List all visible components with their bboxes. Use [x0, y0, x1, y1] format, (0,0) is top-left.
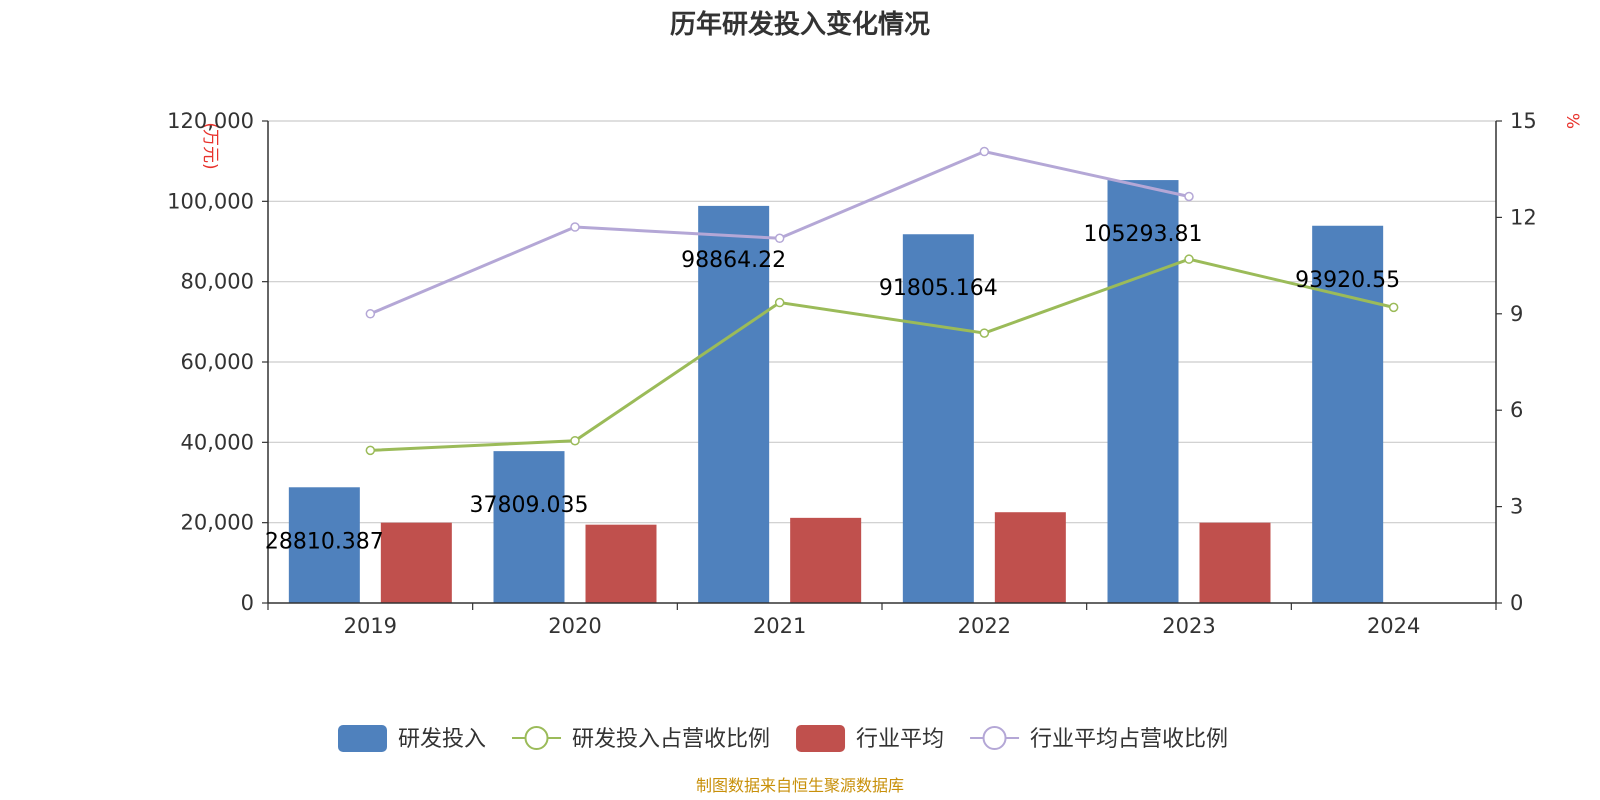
axes: 0 20,000 40,000 60,000 80,000 100,000 120,000 0… [167, 109, 1537, 638]
bar-rd-investment [698, 205, 770, 603]
legend-label: 行业平均占营收比例 [1030, 727, 1228, 752]
bar-industry-average [380, 522, 452, 603]
line-point [365, 309, 376, 319]
line-point [570, 222, 580, 232]
right-tick-label: 0 [1510, 591, 1523, 615]
x-tick-label: 2021 [753, 614, 806, 638]
right-tick-label: 12 [1510, 205, 1537, 229]
x-tick-label: 2019 [344, 614, 397, 638]
bar-rd-investment [1312, 225, 1384, 604]
legend-item[interactable]: 行业平均占营收比例 [970, 726, 1228, 752]
line-point [1388, 302, 1399, 313]
legend-swatch [338, 725, 387, 752]
right-tick-label: 3 [1510, 495, 1523, 519]
line-point [774, 233, 785, 244]
legend[interactable]: 研发投入 研发投入占营收比例 行业平均 行业平均占营收比例 [338, 725, 1228, 752]
bar-data-label: 28810.387 [265, 529, 384, 554]
bar-industry-average [994, 512, 1066, 603]
legend-label: 研发投入 [398, 727, 486, 752]
bar-data-label: 93920.55 [1295, 268, 1400, 293]
legend-item[interactable]: 研发投入 [338, 725, 486, 752]
bar-data-label: 91805.164 [879, 276, 998, 301]
right-tick-label: 9 [1510, 302, 1523, 326]
legend-swatch-marker [982, 726, 1007, 750]
left-tick-label: 0 [241, 591, 254, 615]
bar-data-label: 105293.81 [1084, 222, 1203, 247]
left-tick-label: 120,000 [167, 109, 254, 133]
line-point [1184, 191, 1194, 202]
legend-item[interactable]: 研发投入占营收比例 [512, 726, 770, 752]
left-tick-label: 60,000 [181, 350, 254, 374]
x-tick-label: 2022 [958, 614, 1011, 638]
legend-item[interactable]: 行业平均 [796, 725, 944, 752]
line-point [979, 328, 990, 338]
line-rd-ratio [370, 257, 1395, 452]
left-tick-label: 40,000 [181, 430, 254, 454]
data-labels: 28810.387 37809.035 98864.22 91805.164 10529… [265, 222, 1400, 554]
legend-swatch-marker [524, 726, 549, 750]
right-tick-label: 15 [1510, 109, 1537, 133]
bar-industry-average [790, 517, 862, 603]
grid-lines [268, 120, 1496, 524]
x-tick-label: 2023 [1162, 614, 1215, 638]
legend-swatch [796, 725, 846, 752]
left-tick-label: 100,000 [167, 189, 254, 213]
bar-industry-average [1199, 522, 1271, 603]
bar-data-label: 37809.035 [470, 493, 589, 518]
line-point [570, 435, 580, 446]
line-point [1184, 254, 1194, 264]
bar-rd-investment [1107, 180, 1179, 603]
line-industry-ratio [369, 149, 1190, 316]
bar-data-label: 98864.22 [681, 248, 786, 273]
chart-title: 历年研发投入变化情况 [670, 9, 930, 40]
bar-marks [288, 180, 1384, 604]
bar-rd-investment [902, 234, 974, 603]
right-tick-label: 6 [1510, 398, 1523, 422]
left-tick-label: 80,000 [181, 270, 254, 294]
x-tick-label: 2024 [1367, 614, 1420, 638]
line-point [774, 297, 785, 308]
x-tick-label: 2020 [548, 614, 601, 638]
bar-rd-investment [493, 451, 565, 603]
legend-label: 行业平均 [856, 727, 944, 752]
left-tick-label: 20,000 [181, 511, 254, 535]
source-note: 制图数据来自恒生聚源数据库 [696, 776, 904, 795]
line-point [365, 445, 376, 456]
line-marks [365, 146, 1399, 456]
legend-label: 研发投入占营收比例 [572, 727, 770, 752]
right-axis-unit: % [1562, 113, 1582, 129]
line-point [979, 146, 990, 157]
bar-rd-investment [288, 487, 360, 603]
left-axis-unit: (万元) [200, 122, 220, 169]
bar-industry-average [585, 524, 657, 603]
